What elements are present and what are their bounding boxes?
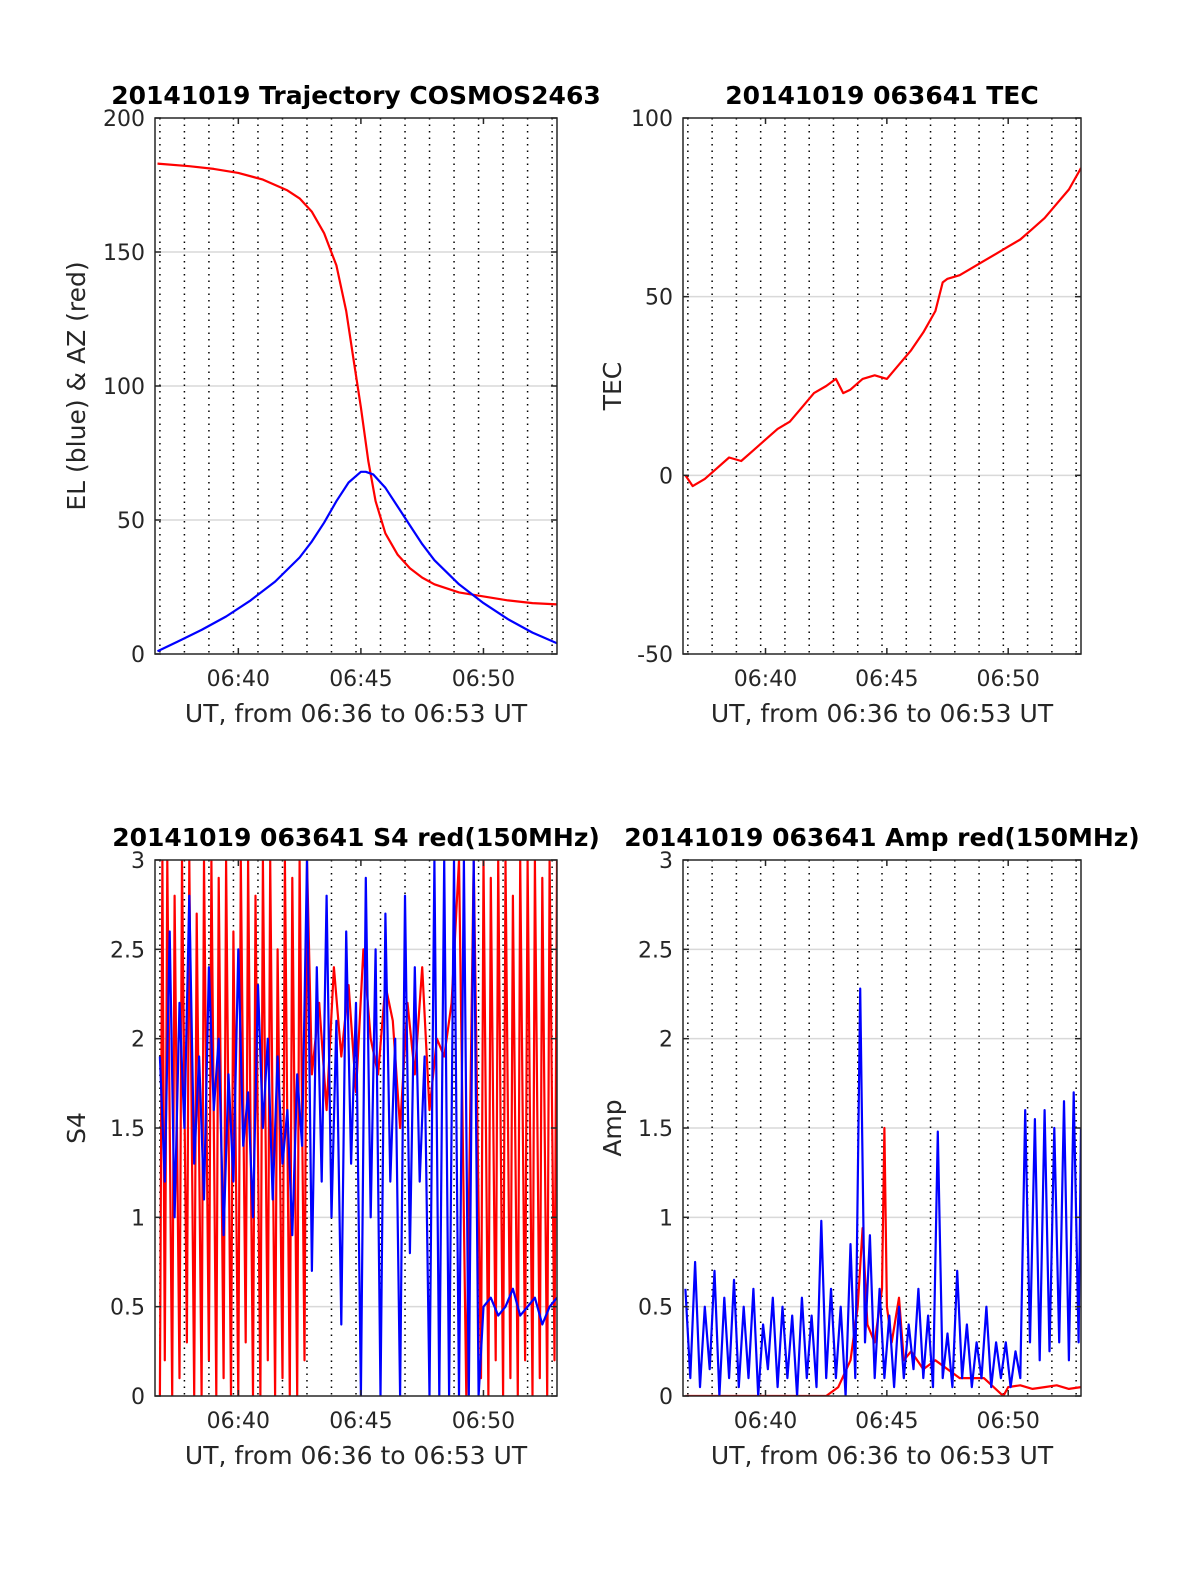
series-line-red <box>158 860 557 1396</box>
axes-box <box>682 117 1082 655</box>
y-tick-label: 1 <box>131 1206 145 1231</box>
y-tick-label: -50 <box>637 643 673 668</box>
chart-title: 20141019 063641 TEC <box>725 81 1038 110</box>
y-tick-label: 100 <box>631 107 673 132</box>
chart-title: 20141019 Trajectory COSMOS2463 <box>111 81 601 110</box>
series-line-red <box>684 167 1081 488</box>
y-tick-label: 3 <box>659 849 673 874</box>
y-axis-label: Amp <box>598 1099 627 1156</box>
x-tick-label: 06:45 <box>855 1409 918 1434</box>
x-axis-label: UT, from 06:36 to 06:53 UT <box>711 1441 1054 1470</box>
x-axis-label: UT, from 06:36 to 06:53 UT <box>711 699 1054 728</box>
x-tick-label: 06:40 <box>207 667 270 692</box>
y-tick-label: 0 <box>659 1385 673 1410</box>
y-tick-label: 3 <box>131 849 145 874</box>
y-tick-label: 100 <box>103 375 145 400</box>
y-tick-label: 50 <box>117 509 145 534</box>
y-axis-label: EL (blue) & AZ (red) <box>62 261 91 510</box>
y-tick-label: 0 <box>659 464 673 489</box>
x-tick-label: 06:50 <box>452 1409 515 1434</box>
chart-panel-2: -50 0 50 100 06:40 06:45 06:50 UT, from 06:36 t… <box>598 81 1082 728</box>
x-tick-label: 06:50 <box>976 667 1039 692</box>
y-tick-label: 2.5 <box>110 938 145 963</box>
y-tick-label: 0 <box>131 1385 145 1410</box>
series-line-red <box>157 162 557 606</box>
y-tick-label: 0.5 <box>110 1296 145 1321</box>
y-tick-label: 1.5 <box>638 1117 673 1142</box>
x-tick-label: 06:45 <box>855 667 918 692</box>
y-axis-label: TEC <box>598 362 627 412</box>
y-tick-label: 200 <box>103 107 145 132</box>
x-tick-label: 06:40 <box>734 667 797 692</box>
x-tick-label: 06:40 <box>734 1409 797 1434</box>
x-axis-label: UT, from 06:36 to 06:53 UT <box>185 1441 528 1470</box>
series-line-blue <box>684 987 1081 1396</box>
y-tick-label: 0.5 <box>638 1296 673 1321</box>
y-tick-label: 50 <box>645 286 673 311</box>
y-tick-label: 1 <box>659 1206 673 1231</box>
chart-title: 20141019 063641 Amp red(150MHz) <box>624 823 1140 852</box>
x-tick-label: 06:50 <box>452 667 515 692</box>
x-axis-label: UT, from 06:36 to 06:53 UT <box>185 699 528 728</box>
y-tick-label: 2 <box>659 1028 673 1053</box>
x-tick-label: 06:45 <box>329 1409 392 1434</box>
chart-panel-4: 0 0.5 1 1.5 2 2.5 3 06:40 06:45 06:50 UT, from 06:… <box>598 823 1140 1470</box>
series-line-blue <box>158 860 557 1396</box>
x-tick-label: 06:50 <box>976 1409 1039 1434</box>
y-tick-label: 2.5 <box>638 938 673 963</box>
chart-title: 20141019 063641 S4 red(150MHz) <box>112 823 600 852</box>
y-tick-label: 2 <box>131 1028 145 1053</box>
x-tick-label: 06:40 <box>207 1409 270 1434</box>
y-tick-label: 150 <box>103 241 145 266</box>
y-tick-label: 1.5 <box>110 1117 145 1142</box>
series-line-blue <box>157 470 557 653</box>
x-tick-label: 06:45 <box>329 667 392 692</box>
chart-panel-1: 0 50 100 150 200 06:40 06:45 06:50 UT, from 06:3… <box>62 81 601 728</box>
y-axis-label: S4 <box>62 1112 91 1144</box>
chart-panel-3: 0 0.5 1 1.5 2 2.5 3 06:40 06:45 06:50 UT, from 06:… <box>62 823 600 1470</box>
y-tick-label: 0 <box>131 643 145 668</box>
